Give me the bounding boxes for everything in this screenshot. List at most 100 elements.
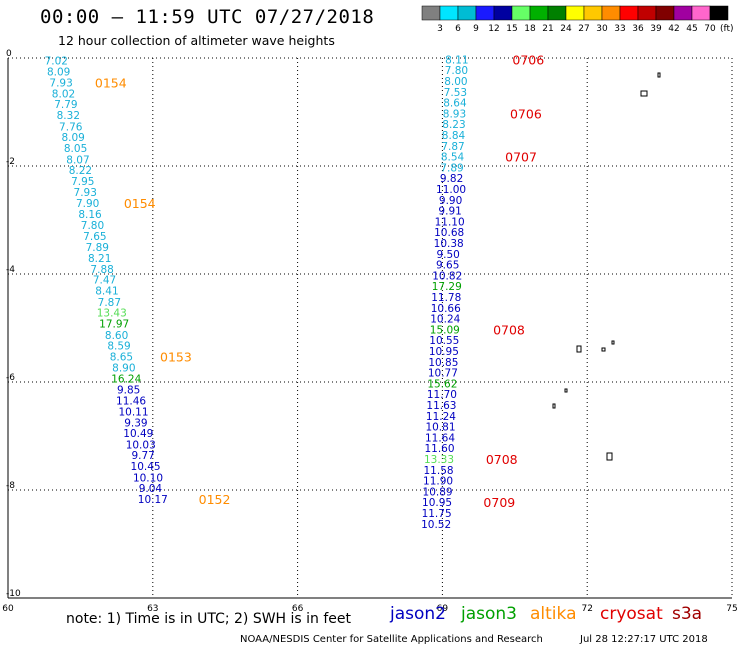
swh-value: 8.64 [443,98,467,110]
swh-value: 11.58 [424,465,454,477]
units-note: note: 1) Time is in UTC; 2) SWH is in fe… [66,611,352,627]
colorbar-swatch [493,5,513,21]
swh-value: 13.33 [424,454,454,466]
colorbar-swatch [673,5,693,21]
x-tick-label: 63 [147,604,158,614]
x-tick-label: 75 [726,604,737,614]
swh-value: 7.65 [83,231,106,243]
swh-value: 8.60 [105,330,128,342]
swh-value: 8.02 [52,88,75,100]
colorbar: 3 6 9 12 15 18 21 24 27 30 33 36 39 42 45 70 (ft) [421,5,734,34]
y-tick-label: -10 [6,589,21,599]
swh-value: 10.89 [423,486,453,498]
swh-value: 7.80 [445,65,468,77]
swh-value: 7.89 [440,162,463,174]
swh-value: 10.38 [434,238,464,250]
colorbar-label: 24 [560,24,572,34]
legend-jason2: jason2 [390,604,446,624]
swh-value: 15.62 [427,378,457,390]
y-tick-label: 0 [6,49,12,59]
swh-value: 8.84 [442,130,466,142]
swh-value: 10.45 [131,461,161,473]
y-tick-label: -2 [6,157,15,167]
swh-value: 10.66 [431,303,461,315]
colorbar-swatch [691,5,711,21]
grid-lines [8,57,733,598]
coastline-islands [552,72,661,461]
colorbar-label: 39 [650,24,662,34]
swh-value: 10.03 [126,439,156,451]
swh-value: 8.09 [61,132,84,144]
swh-value: 9.91 [438,206,461,218]
swh-value: 8.90 [112,363,135,375]
swh-value: 11.90 [423,476,453,488]
time-label-cryosat: 0706 [512,52,544,67]
colorbar-swatch [475,5,495,21]
time-label-cryosat: 0709 [483,495,515,510]
colorbar-label: 9 [473,24,479,34]
time-labels: 0154 0154 0153 0152 0706 0706 0707 0708 0708 0709 [95,52,544,510]
swh-value: 17.29 [432,281,462,293]
swh-value: 10.77 [428,368,458,380]
swh-value: 7.53 [444,87,467,99]
swh-value: 11.24 [426,411,456,423]
time-label-cryosat: 0708 [493,322,525,337]
time-label-altika: 0154 [124,196,156,211]
swh-value: 10.55 [429,335,459,347]
legend-cryosat: cryosat [600,604,663,624]
time-label-altika: 0152 [199,492,231,507]
colorbar-label: 6 [455,24,461,34]
swh-value: 10.49 [123,428,153,440]
swh-value: 8.59 [107,341,130,353]
colorbar-label: 27 [578,24,589,34]
colorbar-swatch [547,5,567,21]
y-tick-label: -8 [6,481,15,491]
island-shape [601,347,606,352]
swh-value: 9.65 [436,260,459,272]
swh-value: 8.11 [445,54,468,66]
time-label-cryosat: 0707 [505,150,537,165]
swh-value: 8.21 [88,253,111,265]
swh-value: 13.43 [97,308,127,320]
x-tick-label: 60 [2,604,14,614]
colorbar-swatch [457,5,477,21]
colorbar-label: 30 [596,24,608,34]
swh-value: 10.24 [430,314,460,326]
swh-value: 11.10 [435,216,465,228]
colorbar-label: 42 [668,24,679,34]
page-subtitle: 12 hour collection of altimeter wave hei… [58,33,335,48]
island-shape [552,403,556,409]
swh-value: 7.87 [98,297,121,309]
island-shape [611,340,615,345]
colorbar-swatch [439,5,459,21]
swh-value: 7.95 [71,176,94,188]
colorbar-swatch [529,5,549,21]
swh-value: 10.17 [138,494,168,506]
swh-value: 7.88 [90,264,113,276]
swh-value: 8.07 [66,154,89,166]
swh-value: 8.00 [444,76,467,88]
tick-labels: 60 63 66 69 72 75 0 -2 -4 -6 -8 -10 [2,49,737,614]
swh-value: 9.77 [131,450,154,462]
swh-value: 11.70 [427,389,457,401]
swh-value: 8.05 [64,143,87,155]
swh-value: 10.81 [425,422,455,434]
wave-height-values: 7.028.097.938.027.798.327.768.098.058.07… [45,54,469,530]
time-label-altika: 0154 [95,76,127,91]
x-tick-label: 69 [437,604,449,614]
swh-value: 7.76 [59,121,83,133]
swh-value: 9.85 [117,384,140,396]
swh-value: 7.93 [74,187,97,199]
swh-value: 9.39 [124,417,147,429]
colorbar-label: 12 [488,24,499,34]
colorbar-swatch [511,5,531,21]
swh-value: 10.52 [421,519,451,531]
swh-value: 10.95 [422,497,452,509]
colorbar-label: 21 [542,24,553,34]
y-tick-label: -6 [6,373,15,383]
swh-value: 10.95 [429,346,459,358]
swh-value: 8.16 [78,209,102,221]
colorbar-swatch [637,5,657,21]
swh-value: 10.82 [432,270,462,282]
time-label-cryosat: 0708 [486,452,518,467]
